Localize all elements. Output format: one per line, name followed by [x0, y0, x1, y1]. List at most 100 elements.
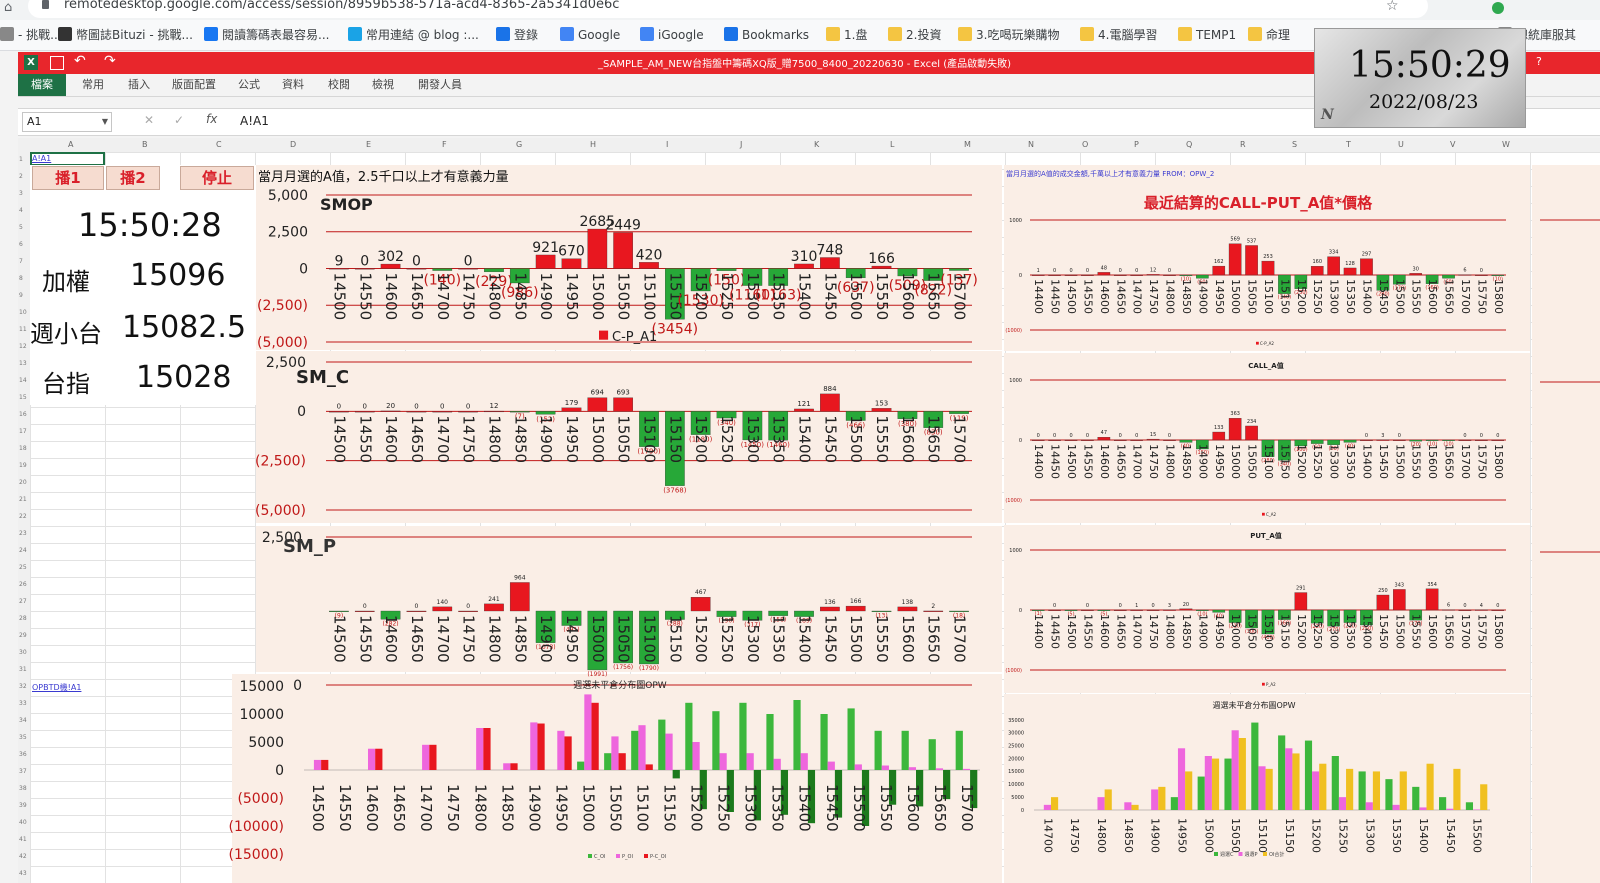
- row-header[interactable]: 29: [19, 632, 27, 639]
- row-header[interactable]: 6: [19, 241, 23, 248]
- home-icon[interactable]: ⌂: [4, 0, 13, 15]
- row-header[interactable]: 35: [19, 734, 27, 741]
- chevron-down-icon[interactable]: ▼: [101, 117, 108, 126]
- function-icon[interactable]: fx: [206, 112, 218, 126]
- column-header[interactable]: B: [142, 140, 148, 149]
- column-header[interactable]: A: [68, 140, 74, 149]
- row-header[interactable]: 4: [19, 207, 23, 214]
- bookmark-item[interactable]: Google: [560, 20, 620, 50]
- column-header[interactable]: T: [1346, 140, 1351, 149]
- column-header[interactable]: H: [590, 140, 597, 149]
- row-header[interactable]: 40: [19, 819, 27, 826]
- name-box[interactable]: A1 ▼: [22, 112, 112, 132]
- column-header[interactable]: G: [516, 140, 523, 149]
- row-header[interactable]: 22: [19, 513, 27, 520]
- row-header[interactable]: 28: [19, 615, 27, 622]
- bookmark-item[interactable]: 命理: [1248, 20, 1290, 50]
- column-header[interactable]: E: [366, 140, 372, 149]
- stop-button[interactable]: 停止: [180, 166, 254, 190]
- row-header[interactable]: 23: [19, 530, 27, 537]
- row-header[interactable]: 13: [19, 360, 27, 367]
- row-header[interactable]: 14: [19, 377, 27, 384]
- row-header[interactable]: 18: [19, 445, 27, 452]
- save-icon[interactable]: [50, 56, 64, 70]
- bookmark-item[interactable]: 2.投資: [888, 20, 941, 50]
- column-header[interactable]: M: [964, 140, 971, 149]
- column-header[interactable]: V: [1450, 140, 1456, 149]
- row-header[interactable]: 37: [19, 768, 27, 775]
- tab-insert[interactable]: 插入: [128, 78, 150, 91]
- column-header[interactable]: F: [442, 140, 447, 149]
- bookmark-item[interactable]: iGoogle: [640, 20, 704, 50]
- cancel-icon[interactable]: ✕: [144, 113, 155, 127]
- tab-view[interactable]: 檢視: [372, 78, 394, 91]
- row-header[interactable]: 2: [19, 173, 23, 180]
- column-header[interactable]: S: [1292, 140, 1298, 149]
- undo-icon[interactable]: ↶: [74, 53, 86, 69]
- row-header[interactable]: 26: [19, 581, 27, 588]
- column-header[interactable]: W: [1502, 140, 1510, 149]
- row-header[interactable]: 9: [19, 292, 23, 299]
- row-header[interactable]: 39: [19, 802, 27, 809]
- row-header[interactable]: 20: [19, 479, 27, 486]
- row-header[interactable]: 25: [19, 564, 27, 571]
- row-header[interactable]: 32: [19, 683, 27, 690]
- bookmark-item[interactable]: - 挑戰...: [0, 20, 62, 50]
- column-header[interactable]: R: [1240, 140, 1246, 149]
- row-header[interactable]: 33: [19, 700, 27, 707]
- tab-data[interactable]: 資料: [282, 78, 304, 91]
- column-header[interactable]: P: [1134, 140, 1139, 149]
- row-header[interactable]: 8: [19, 275, 23, 282]
- row-header[interactable]: 7: [19, 258, 23, 265]
- extension-icon[interactable]: [1492, 2, 1504, 14]
- bookmark-item[interactable]: 3.吃喝玩樂購物: [958, 20, 1059, 50]
- row-header[interactable]: 34: [19, 717, 27, 724]
- row-header[interactable]: 31: [19, 666, 27, 673]
- row-header[interactable]: 43: [19, 870, 27, 877]
- row-header[interactable]: 36: [19, 751, 27, 758]
- column-header[interactable]: J: [740, 140, 743, 149]
- redo-icon[interactable]: ↷: [104, 53, 116, 69]
- column-header[interactable]: D: [290, 140, 297, 149]
- row-header[interactable]: 11: [19, 326, 27, 333]
- bookmark-item[interactable]: 閱讀籌碼表最容易...: [204, 20, 329, 50]
- row-header[interactable]: 16: [19, 411, 27, 418]
- tab-formulas[interactable]: 公式: [238, 78, 260, 91]
- column-header[interactable]: C: [216, 140, 222, 149]
- tab-review[interactable]: 校閱: [328, 78, 350, 91]
- row-header[interactable]: 3: [19, 190, 23, 197]
- row-header[interactable]: 21: [19, 496, 27, 503]
- bookmark-item[interactable]: 1.盘: [826, 20, 867, 50]
- row-header[interactable]: 24: [19, 547, 27, 554]
- row-header[interactable]: 12: [19, 343, 27, 350]
- column-header[interactable]: L: [890, 140, 895, 149]
- row-header[interactable]: 27: [19, 598, 27, 605]
- opw-link[interactable]: OPBTD機!A1: [32, 683, 82, 692]
- row-header[interactable]: 42: [19, 853, 27, 860]
- bookmark-item[interactable]: 登錄: [496, 20, 538, 50]
- row-header[interactable]: 30: [19, 649, 27, 656]
- bookmark-item[interactable]: TEMP1: [1178, 20, 1236, 50]
- play1-button[interactable]: 播1: [32, 166, 104, 190]
- help-icon[interactable]: ?: [1536, 55, 1542, 68]
- tab-home[interactable]: 常用: [82, 78, 104, 91]
- tab-page-layout[interactable]: 版面配置: [172, 78, 216, 91]
- cell-a1-link[interactable]: A!A1: [32, 154, 52, 163]
- row-header[interactable]: 10: [19, 309, 27, 316]
- column-header[interactable]: Q: [1186, 140, 1193, 149]
- tab-file[interactable]: 檔案: [18, 74, 66, 96]
- column-header[interactable]: U: [1398, 140, 1404, 149]
- row-header[interactable]: 19: [19, 462, 27, 469]
- column-header[interactable]: O: [1082, 140, 1089, 149]
- address-bar[interactable]: remotedesktop.google.com/access/session/…: [28, 0, 1428, 18]
- row-header[interactable]: 17: [19, 428, 27, 435]
- column-header[interactable]: N: [1028, 140, 1034, 149]
- row-header[interactable]: 1: [19, 156, 23, 163]
- tab-developer[interactable]: 開發人員: [418, 78, 462, 91]
- play2-button[interactable]: 播2: [106, 166, 160, 190]
- bookmark-item[interactable]: 4.電腦學習: [1080, 20, 1157, 50]
- column-header[interactable]: K: [814, 140, 820, 149]
- column-header[interactable]: I: [666, 140, 669, 149]
- row-header[interactable]: 5: [19, 224, 23, 231]
- enter-icon[interactable]: ✓: [174, 113, 185, 127]
